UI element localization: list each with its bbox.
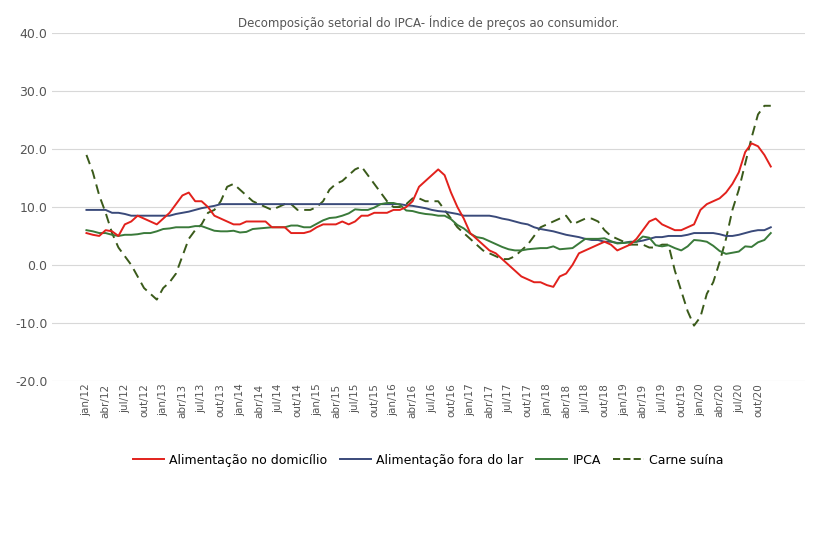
Alimentação fora do lar (407, 203, 417, 209)
Alimentação fora do lar (152, 213, 161, 219)
Carne suína (81, 152, 91, 158)
IPCA (765, 230, 775, 237)
Alimentação fora do lar (695, 230, 704, 237)
Alimentação fora do lar (682, 232, 692, 238)
Alimentação no domicílio (765, 164, 775, 170)
Line: Alimentação no domicílio: Alimentação no domicílio (86, 143, 770, 287)
IPCA (720, 251, 730, 257)
Carne suína (190, 227, 200, 233)
Carne suína (669, 268, 679, 274)
Alimentação no domicílio (676, 227, 686, 233)
Carne suína (152, 296, 161, 303)
Alimentação fora do lar (765, 224, 775, 231)
Alimentação fora do lar (190, 207, 200, 213)
IPCA (676, 247, 686, 253)
Carne suína (758, 102, 768, 109)
Line: Carne suína: Carne suína (86, 106, 770, 325)
IPCA (152, 228, 161, 234)
Alimentação no domicílio (631, 235, 640, 242)
Alimentação no domicílio (400, 204, 410, 210)
Alimentação fora do lar (612, 240, 622, 246)
Carne suína (682, 308, 692, 314)
Carne suína (688, 322, 698, 329)
IPCA (382, 199, 391, 206)
Carne suína (400, 201, 410, 208)
IPCA (190, 223, 200, 229)
IPCA (407, 208, 417, 214)
IPCA (688, 237, 698, 243)
Legend: Alimentação no domicílio, Alimentação fora do lar, IPCA, Carne suína: Alimentação no domicílio, Alimentação fo… (128, 449, 728, 471)
Alimentação fora do lar (637, 237, 647, 244)
Alimentação no domicílio (548, 283, 558, 290)
IPCA (631, 239, 640, 245)
Title: Decomposição setorial do IPCA- Índice de preços ao consumidor.: Decomposição setorial do IPCA- Índice de… (238, 15, 618, 29)
Alimentação fora do lar (81, 207, 91, 213)
Carne suína (765, 102, 775, 109)
Alimentação no domicílio (190, 198, 200, 204)
Line: IPCA: IPCA (86, 203, 770, 254)
IPCA (81, 227, 91, 233)
Alimentação no domicílio (152, 221, 161, 228)
Alimentação no domicílio (81, 230, 91, 237)
Carne suína (624, 241, 634, 248)
Alimentação no domicílio (746, 140, 756, 147)
Alimentação no domicílio (688, 221, 698, 228)
Alimentação fora do lar (215, 201, 225, 208)
Line: Alimentação fora do lar: Alimentação fora do lar (86, 204, 770, 243)
